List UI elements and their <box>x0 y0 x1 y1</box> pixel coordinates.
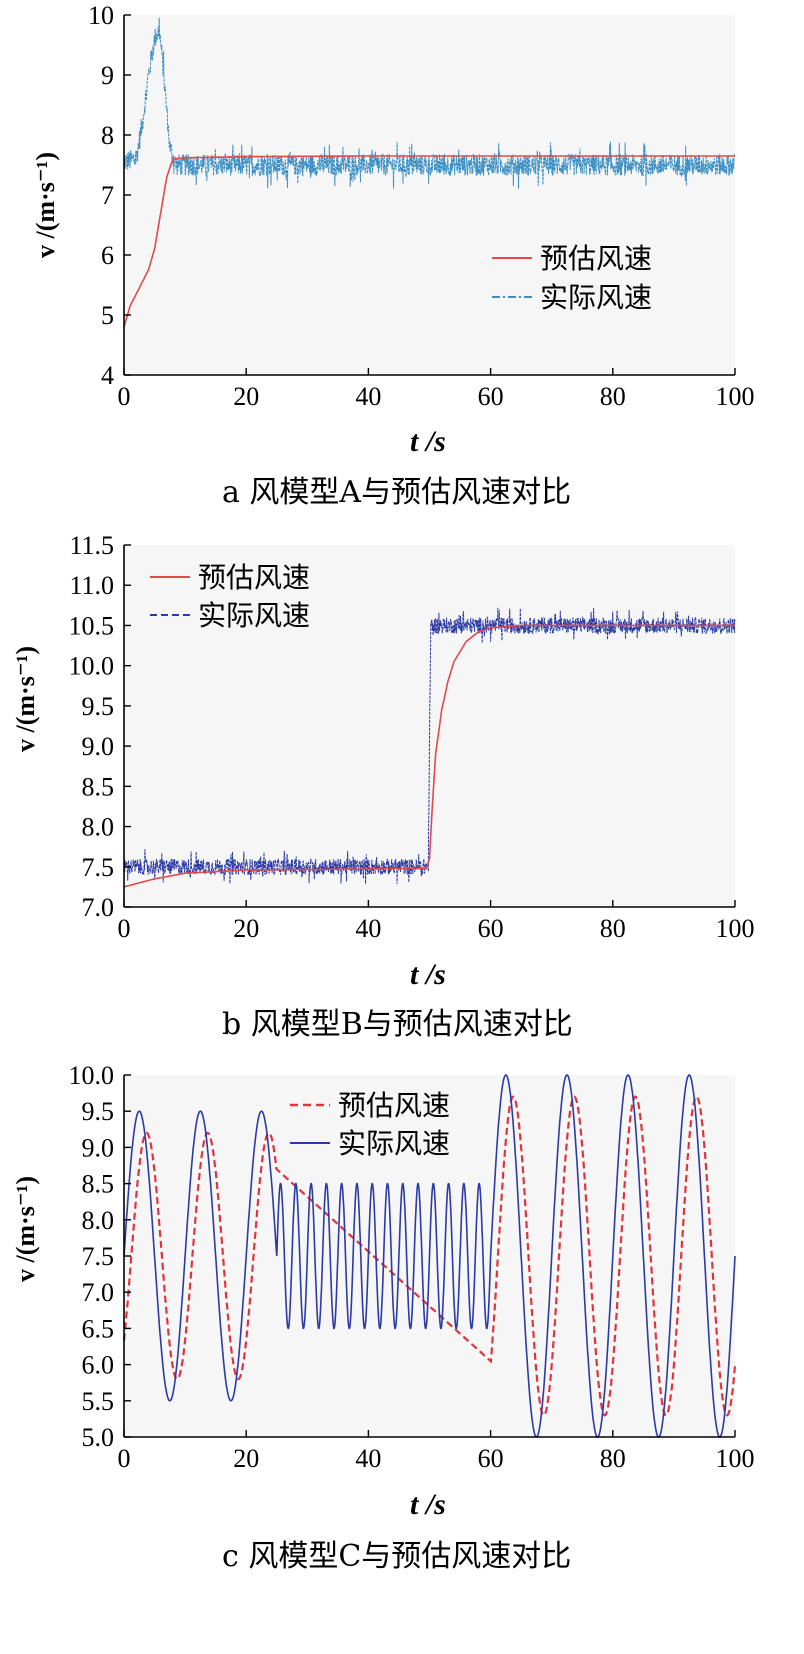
y-tick-label-c-7: 8.5 <box>82 1170 115 1199</box>
x-tick-label-c-2: 40 <box>355 1444 381 1473</box>
panel-a: 0 20 40 60 80 100 4 5 6 7 8 9 10 预估风速 实际风速 t /s v /(… <box>31 1 755 510</box>
y-tick-label-a-0: 4 <box>101 361 114 390</box>
y-tick-label-a-1: 5 <box>101 301 114 330</box>
y-tick-label-c-5: 7.5 <box>82 1242 115 1271</box>
x-tick-label-a-1: 20 <box>233 382 259 411</box>
series-c-1 <box>123 1074 736 1438</box>
series-b-0 <box>123 624 735 888</box>
y-tick-label-a-5: 9 <box>101 61 114 90</box>
x-tick-label-a-5: 100 <box>716 382 755 411</box>
y-tick-label-b-4: 9.0 <box>82 732 115 761</box>
legend-b: 预估风速 实际风速 <box>150 561 310 632</box>
legend-label-c-0: 预估风速 <box>338 1089 450 1122</box>
x-tick-label-a-2: 40 <box>355 382 381 411</box>
x-tick-label-b-5: 100 <box>716 914 755 943</box>
y-tick-label-b-6: 10.0 <box>69 652 115 681</box>
caption-a: a 风模型A与预估风速对比 <box>222 475 571 510</box>
y-axis-label-c: v /(m·s⁻¹) <box>11 1176 40 1282</box>
x-tick-label-c-5: 100 <box>716 1444 755 1473</box>
x-tick-label-c-3: 60 <box>478 1444 504 1473</box>
y-tick-label-b-7: 10.5 <box>69 611 115 640</box>
x-tick-label-a-4: 80 <box>600 382 626 411</box>
x-tick-label-a-3: 60 <box>478 382 504 411</box>
series-a-0 <box>123 155 735 328</box>
panel-c: 0 20 40 60 80 100 5.0 5.5 6.0 6.5 7.0 7.5 8.0 8.5 9.0 9… <box>11 1061 755 1574</box>
y-tick-label-b-2: 8.0 <box>82 813 115 842</box>
y-tick-label-a-2: 6 <box>101 241 114 270</box>
y-tick-label-c-0: 5.0 <box>82 1423 115 1452</box>
y-tick-label-b-0: 7.0 <box>82 893 115 922</box>
panel-b: 0 20 40 60 80 100 7.0 7.5 8.0 8.5 9.0 9.5 10.0 10.5 11… <box>11 531 755 1042</box>
x-tick-label-b-4: 80 <box>600 914 626 943</box>
legend-label-b-0: 预估风速 <box>198 561 310 594</box>
legend-label-a-0: 预估风速 <box>540 242 652 275</box>
x-axis-label-c: t /s <box>410 1488 446 1521</box>
x-tick-label-c-0: 0 <box>118 1444 131 1473</box>
y-tick-label-a-3: 7 <box>101 181 114 210</box>
series-a-1 <box>123 17 736 189</box>
legend-c: 预估风速 实际风速 <box>290 1089 450 1160</box>
caption-b: b 风模型B与预估风速对比 <box>222 1007 573 1042</box>
y-tick-label-c-9: 9.5 <box>82 1097 115 1126</box>
x-tick-label-b-2: 40 <box>355 914 381 943</box>
x-tick-label-b-0: 0 <box>118 914 131 943</box>
y-tick-label-a-6: 10 <box>88 1 114 30</box>
x-tick-label-b-1: 20 <box>233 914 259 943</box>
legend-label-b-1: 实际风速 <box>198 599 310 632</box>
x-axis-label-a: t /s <box>410 425 446 458</box>
y-tick-label-c-3: 6.5 <box>82 1314 115 1343</box>
x-tick-label-c-4: 80 <box>600 1444 626 1473</box>
x-axis-label-b: t /s <box>410 958 446 991</box>
y-tick-label-a-4: 8 <box>101 121 114 150</box>
y-tick-label-b-1: 7.5 <box>82 853 115 882</box>
y-tick-label-c-2: 6.0 <box>82 1351 115 1380</box>
y-axis-label-a: v /(m·s⁻¹) <box>31 152 60 258</box>
y-axis-label-b: v /(m·s⁻¹) <box>11 646 40 752</box>
y-tick-label-b-5: 9.5 <box>82 692 115 721</box>
y-tick-label-c-8: 9.0 <box>82 1133 115 1162</box>
caption-c: c 风模型C与预估风速对比 <box>222 1539 571 1574</box>
legend-label-c-1: 实际风速 <box>338 1127 450 1160</box>
legend-a: 预估风速 实际风速 <box>492 242 652 314</box>
legend-label-a-1: 实际风速 <box>540 281 652 314</box>
series-b-1 <box>123 607 736 884</box>
y-tick-label-b-8: 11.0 <box>69 571 114 600</box>
y-tick-label-b-9: 11.5 <box>69 531 114 560</box>
x-tick-label-a-0: 0 <box>118 382 131 411</box>
y-tick-label-c-4: 7.0 <box>82 1278 115 1307</box>
x-tick-label-c-1: 20 <box>233 1444 259 1473</box>
y-tick-label-c-6: 8.0 <box>82 1206 115 1235</box>
x-tick-label-b-3: 60 <box>478 914 504 943</box>
y-tick-label-c-10: 10.0 <box>69 1061 115 1090</box>
y-tick-label-b-3: 8.5 <box>82 772 115 801</box>
y-tick-label-c-1: 5.5 <box>82 1387 115 1416</box>
plot-area-a <box>124 15 735 375</box>
series-c-0 <box>122 1095 737 1417</box>
